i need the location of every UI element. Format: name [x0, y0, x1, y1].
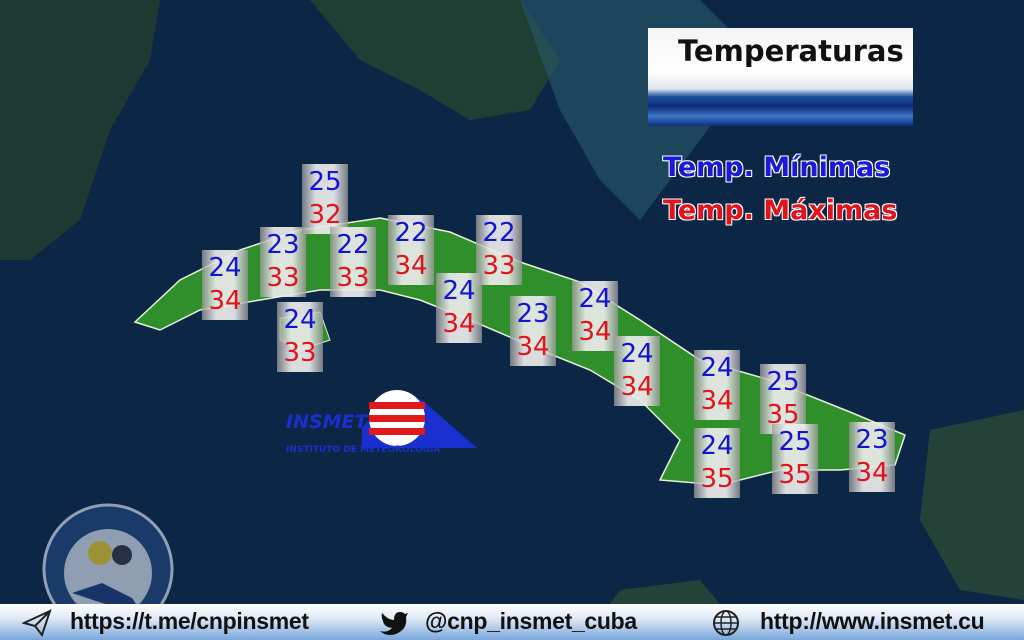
temp-min: 25 — [308, 167, 342, 197]
footer-bar: https://t.me/cnpinsmet @cnp_insmet_cuba … — [0, 604, 1024, 640]
temp-min: 22 — [482, 218, 516, 248]
station-label: 25 35 — [772, 424, 818, 494]
temp-max: 34 — [394, 251, 428, 281]
temp-max: 34 — [855, 458, 889, 488]
temp-min: 24 — [208, 253, 242, 283]
station-label: 25 35 — [760, 364, 806, 434]
temp-max: 34 — [208, 286, 242, 316]
station-label: 22 33 — [476, 215, 522, 285]
telegram-link[interactable]: https://t.me/cnpinsmet — [70, 608, 309, 634]
title-banner: Temperaturas — [648, 28, 913, 126]
legend-min: Temp. Mínimas — [663, 152, 891, 183]
temp-max: 33 — [283, 338, 317, 368]
temp-max: 32 — [308, 200, 342, 230]
temp-min: 23 — [855, 425, 889, 455]
temp-min: 24 — [442, 276, 476, 306]
page-title: Temperaturas — [678, 34, 904, 68]
temp-max: 34 — [620, 372, 654, 402]
station-label: 24 34 — [614, 336, 660, 406]
jamaica-land — [610, 580, 720, 604]
temp-max: 34 — [578, 317, 612, 347]
station-label: 25 32 — [302, 164, 348, 234]
temp-max: 33 — [266, 263, 300, 293]
temp-min: 23 — [516, 299, 550, 329]
temp-min: 24 — [283, 305, 317, 335]
temp-min: 22 — [336, 230, 370, 260]
temp-max: 35 — [700, 464, 734, 494]
temp-max: 34 — [442, 309, 476, 339]
twitter-icon — [380, 612, 408, 635]
station-label: 24 34 — [694, 350, 740, 420]
insmet-logo-subtitle: INSTITUTO DE METEOROLOGÍA — [286, 443, 440, 455]
temp-max: 35 — [778, 460, 812, 490]
twitter-handle[interactable]: @cnp_insmet_cuba — [425, 608, 637, 634]
legend-max: Temp. Máximas — [663, 195, 898, 226]
station-label: 24 33 — [277, 302, 323, 372]
temp-min: 22 — [394, 218, 428, 248]
insmet-logo: INSMET INSTITUTO DE METEOROLOGÍA — [286, 390, 477, 455]
temp-max: 33 — [482, 251, 516, 281]
station-label: 22 33 — [330, 227, 376, 297]
station-label: 24 35 — [694, 428, 740, 498]
station-label: 23 34 — [510, 296, 556, 366]
florida-land — [310, 0, 560, 120]
station-label: 22 34 — [388, 215, 434, 285]
insmet-logo-text: INSMET — [286, 411, 370, 433]
globe-icon — [713, 610, 739, 636]
temp-max: 34 — [516, 332, 550, 362]
temp-min: 25 — [766, 367, 800, 397]
telegram-icon — [22, 609, 52, 637]
temp-min: 25 — [778, 427, 812, 457]
hispaniola-land — [920, 410, 1024, 600]
station-label: 23 33 — [260, 227, 306, 297]
temp-min: 24 — [578, 284, 612, 314]
website-link[interactable]: http://www.insmet.cu — [760, 608, 985, 634]
temp-max: 34 — [700, 386, 734, 416]
temp-min: 24 — [620, 339, 654, 369]
temp-max: 33 — [336, 263, 370, 293]
temp-min: 23 — [266, 230, 300, 260]
station-label: 24 34 — [572, 281, 618, 351]
mexico-land — [0, 0, 160, 260]
temp-min: 24 — [700, 431, 734, 461]
station-label: 24 34 — [202, 250, 248, 320]
station-label: 23 34 — [849, 422, 895, 492]
station-label: 24 34 — [436, 273, 482, 343]
temp-min: 24 — [700, 353, 734, 383]
